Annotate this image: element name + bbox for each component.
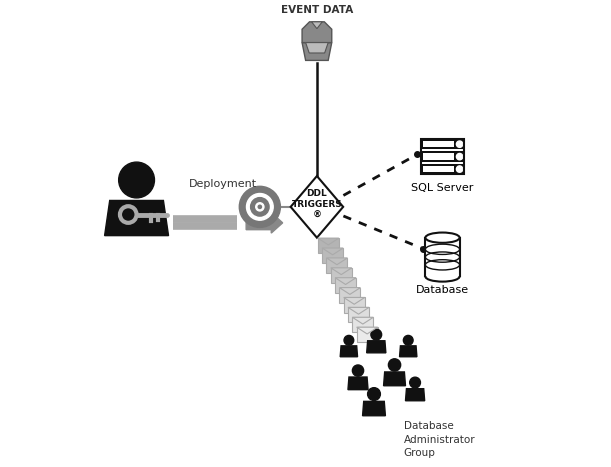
Polygon shape (291, 176, 343, 238)
Polygon shape (340, 346, 357, 357)
Circle shape (456, 166, 463, 172)
Polygon shape (318, 238, 339, 245)
Polygon shape (306, 42, 328, 53)
Polygon shape (302, 22, 332, 42)
Circle shape (456, 141, 463, 148)
Text: Deployment: Deployment (189, 178, 257, 189)
Polygon shape (335, 278, 356, 284)
Polygon shape (367, 341, 386, 353)
Bar (331, 268, 352, 283)
Polygon shape (326, 258, 348, 265)
Bar (425, 238, 459, 276)
Bar (318, 238, 339, 253)
Bar (421, 164, 464, 175)
Circle shape (344, 335, 354, 345)
Bar (353, 317, 373, 333)
Polygon shape (406, 389, 425, 401)
Bar (421, 139, 464, 149)
Bar (326, 258, 348, 273)
Polygon shape (302, 42, 332, 60)
Circle shape (403, 335, 413, 345)
Circle shape (119, 162, 155, 198)
Circle shape (246, 193, 273, 220)
Bar (322, 248, 343, 263)
Polygon shape (331, 268, 352, 275)
Circle shape (371, 329, 382, 340)
Ellipse shape (425, 271, 459, 282)
Bar (339, 288, 360, 303)
Polygon shape (348, 377, 368, 389)
Bar (423, 166, 455, 172)
Circle shape (256, 203, 264, 211)
Polygon shape (400, 346, 417, 357)
Text: Database: Database (416, 285, 469, 296)
Bar (357, 327, 378, 342)
Bar (423, 141, 455, 148)
Polygon shape (104, 200, 169, 236)
Circle shape (368, 388, 381, 400)
Bar (348, 307, 369, 322)
FancyArrow shape (246, 212, 283, 233)
Text: DDL
TRIGGERS
®: DDL TRIGGERS ® (291, 189, 342, 220)
Polygon shape (362, 401, 386, 416)
Polygon shape (339, 288, 360, 294)
Circle shape (240, 186, 280, 227)
Text: EVENT DATA: EVENT DATA (281, 5, 353, 15)
Polygon shape (322, 248, 343, 255)
Circle shape (251, 198, 269, 216)
Bar (421, 139, 464, 175)
Bar (344, 297, 365, 312)
Bar (335, 278, 356, 293)
Polygon shape (312, 22, 322, 28)
Text: Database
Administrator
Group: Database Administrator Group (404, 421, 475, 458)
Bar (423, 154, 455, 160)
Bar (421, 151, 464, 162)
Circle shape (410, 377, 420, 388)
Polygon shape (357, 327, 378, 334)
Ellipse shape (425, 233, 459, 243)
Circle shape (353, 365, 364, 376)
Polygon shape (384, 372, 406, 386)
Polygon shape (348, 307, 369, 314)
Circle shape (258, 205, 262, 208)
Circle shape (456, 154, 463, 160)
Circle shape (389, 359, 401, 371)
Polygon shape (344, 297, 365, 304)
Text: SQL Server: SQL Server (411, 183, 474, 193)
Polygon shape (353, 317, 373, 324)
